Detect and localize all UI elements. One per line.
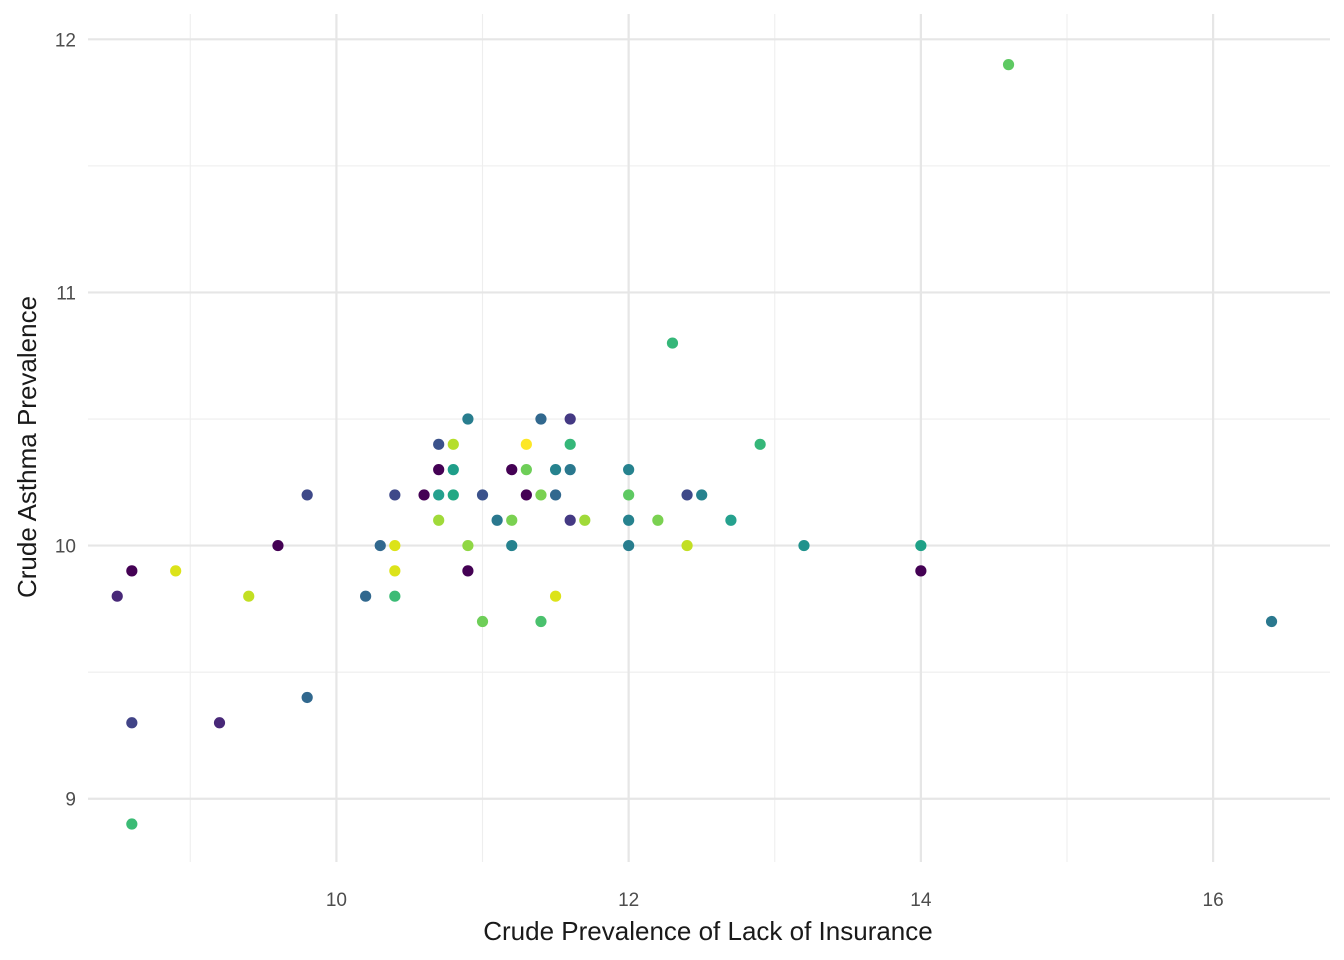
scatter-point bbox=[725, 514, 737, 526]
scatter-point bbox=[681, 489, 693, 501]
scatter-point bbox=[433, 514, 445, 526]
scatter-point bbox=[447, 464, 459, 476]
scatter-point bbox=[535, 413, 547, 425]
scatter-point bbox=[1265, 615, 1278, 628]
scatter-points bbox=[111, 59, 1278, 830]
x-tick-label: 10 bbox=[326, 890, 347, 911]
scatter-point bbox=[476, 489, 489, 501]
scatter-point bbox=[535, 489, 547, 501]
scatter-point bbox=[520, 489, 532, 501]
scatter-point bbox=[462, 539, 474, 552]
scatter-point bbox=[447, 489, 459, 501]
x-axis-tick-labels: 10 12 14 16 bbox=[326, 890, 1224, 911]
y-tick-label: 12 bbox=[55, 30, 76, 51]
scatter-point bbox=[213, 717, 226, 729]
x-tick-label: 12 bbox=[618, 890, 639, 911]
minor-gridlines bbox=[88, 14, 1330, 862]
scatter-point bbox=[447, 438, 459, 450]
scatter-point bbox=[623, 489, 635, 501]
y-axis-tick-labels: 9 10 11 12 bbox=[55, 30, 76, 810]
scatter-point bbox=[579, 514, 591, 526]
scatter-point bbox=[506, 539, 518, 552]
scatter-point bbox=[652, 514, 664, 526]
scatter-point bbox=[564, 413, 576, 425]
scatter-point bbox=[623, 539, 635, 552]
scatter-point bbox=[520, 438, 532, 450]
scatter-point bbox=[535, 615, 547, 628]
scatter-point bbox=[623, 514, 635, 526]
scatter-point bbox=[170, 565, 182, 577]
scatter-point bbox=[126, 565, 138, 577]
scatter-point bbox=[462, 565, 474, 577]
scatter-point bbox=[915, 565, 927, 577]
scatter-point bbox=[243, 590, 255, 602]
x-tick-label: 14 bbox=[910, 890, 932, 911]
scatter-point bbox=[301, 489, 313, 501]
x-axis-title: Crude Prevalence of Lack of Insurance bbox=[483, 916, 932, 946]
scatter-point bbox=[374, 539, 386, 552]
scatter-point bbox=[666, 337, 679, 349]
y-axis-title: Crude Asthma Prevalence bbox=[12, 296, 42, 598]
x-tick-label: 16 bbox=[1203, 890, 1224, 911]
scatter-point bbox=[564, 514, 576, 526]
scatter-point bbox=[433, 489, 445, 501]
scatter-point bbox=[360, 590, 372, 602]
scatter-point bbox=[506, 514, 518, 526]
scatter-point bbox=[433, 438, 445, 450]
scatter-point bbox=[623, 464, 635, 476]
scatter-point bbox=[433, 464, 445, 476]
scatter-point bbox=[549, 590, 562, 602]
scatter-point bbox=[491, 514, 503, 526]
major-gridlines bbox=[88, 14, 1330, 862]
scatter-point bbox=[1002, 59, 1015, 71]
scatter-point bbox=[389, 489, 401, 501]
scatter-point bbox=[126, 717, 138, 729]
scatter-point bbox=[126, 818, 138, 830]
scatter-point bbox=[462, 413, 474, 425]
y-tick-label: 11 bbox=[56, 283, 76, 304]
scatter-point bbox=[681, 539, 693, 552]
scatter-point bbox=[564, 464, 576, 476]
y-tick-label: 10 bbox=[55, 537, 76, 558]
scatter-point bbox=[389, 565, 401, 577]
scatter-point bbox=[418, 489, 430, 501]
scatter-point bbox=[301, 691, 313, 704]
scatter-point bbox=[389, 539, 401, 552]
scatter-point bbox=[520, 464, 532, 476]
scatter-point bbox=[506, 464, 518, 476]
scatter-point bbox=[111, 590, 123, 602]
scatter-point bbox=[549, 489, 562, 501]
scatter-point bbox=[476, 615, 489, 628]
scatter-point bbox=[754, 438, 766, 450]
scatter-point bbox=[696, 489, 708, 501]
y-tick-label: 9 bbox=[65, 790, 76, 811]
scatter-point bbox=[272, 539, 284, 552]
scatter-point bbox=[798, 539, 810, 552]
scatter-point bbox=[915, 539, 927, 552]
scatter-point bbox=[389, 590, 401, 602]
scatter-point bbox=[549, 464, 562, 476]
scatter-point bbox=[564, 438, 576, 450]
